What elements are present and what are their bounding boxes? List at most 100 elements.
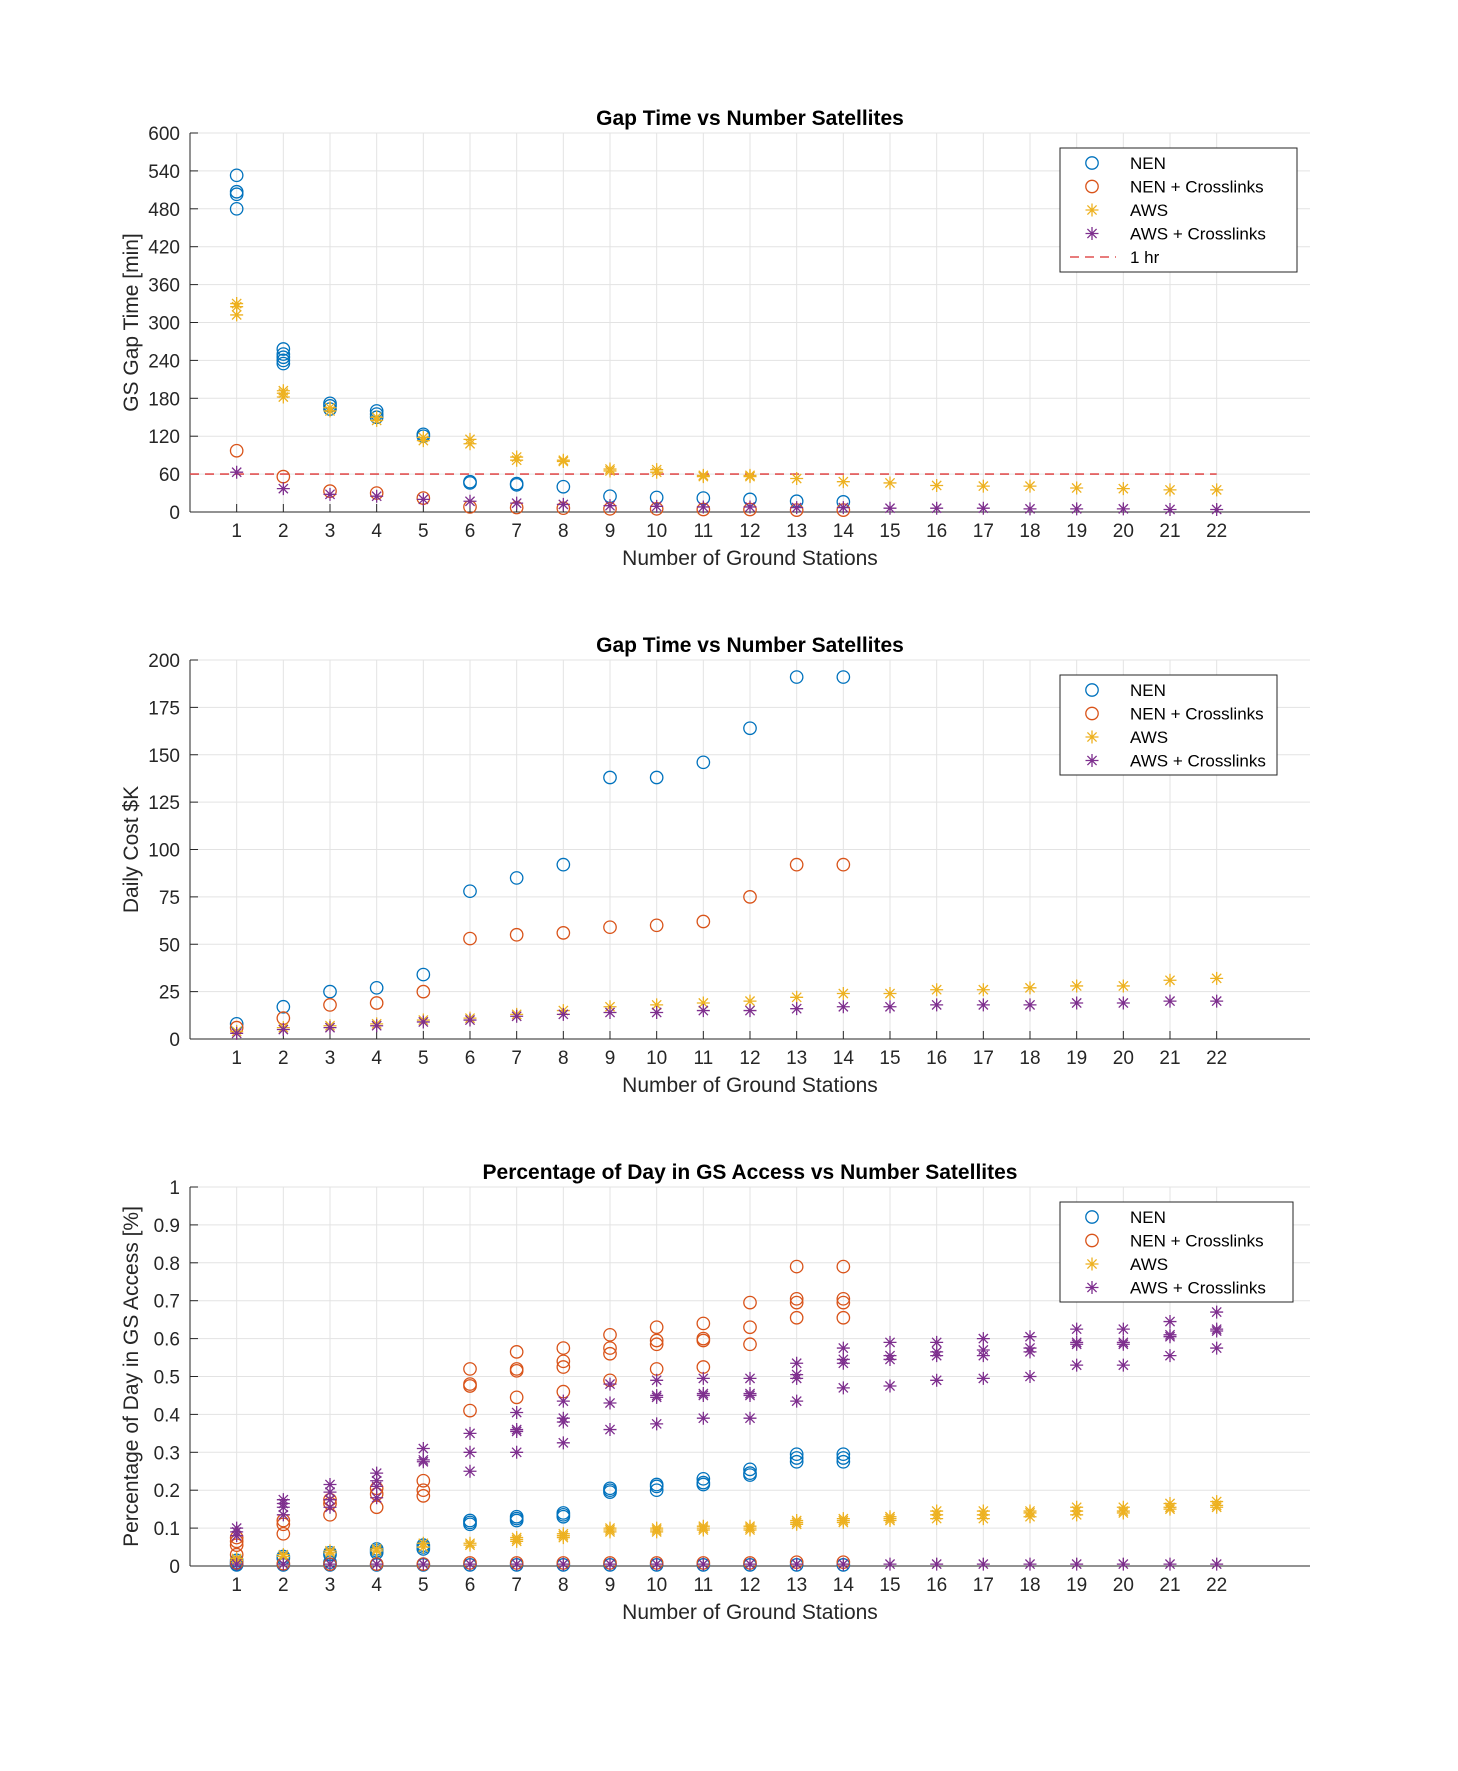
legend: NEN NEN + Crosslinks AWS AWS + Crosslinks xyxy=(1059,674,1278,776)
data-point-aws-plus-crosslinks xyxy=(1210,1305,1224,1319)
data-point-aws-plus-crosslinks xyxy=(1023,1370,1037,1383)
legend-label-aws: AWS xyxy=(1130,728,1168,747)
daily-cost-chart: Gap Time vs Number Satellites Number of … xyxy=(120,634,1310,1097)
data-point-nen-plus-crosslinks xyxy=(836,1295,851,1310)
legend: NEN NEN + Crosslinks AWS AWS + Crosslinks xyxy=(1059,1201,1294,1303)
legend-box xyxy=(1059,674,1278,776)
x-tick-label: 6 xyxy=(465,1575,476,1596)
data-point-aws-plus-crosslinks xyxy=(1116,1337,1130,1351)
x-tick-label: 2 xyxy=(278,521,289,542)
data-point-aws-plus-crosslinks xyxy=(323,487,337,501)
data-point-aws xyxy=(1210,1500,1224,1514)
data-point-aws xyxy=(790,1517,804,1531)
data-point-aws xyxy=(323,1546,337,1560)
data-point-aws-plus-crosslinks xyxy=(743,1004,757,1018)
data-point-aws-plus-crosslinks xyxy=(883,1000,897,1014)
data-point-aws-plus-crosslinks xyxy=(276,482,290,496)
data-point-nen-plus-crosslinks xyxy=(463,931,477,946)
y-tick-label: 0 xyxy=(169,1557,180,1578)
legend-marker-nen-plus-crosslinks xyxy=(1085,706,1099,721)
data-point-aws-plus-crosslinks xyxy=(836,1381,850,1395)
data-point-aws-plus-crosslinks xyxy=(1210,1341,1224,1355)
data-point-aws-plus-crosslinks xyxy=(1070,1337,1084,1351)
data-point-aws-plus-crosslinks xyxy=(1163,1349,1177,1363)
data-point-aws-plus-crosslinks xyxy=(1210,994,1224,1008)
data-point-nen-plus-crosslinks xyxy=(836,1291,851,1306)
data-point-nen xyxy=(556,857,571,872)
data-point-aws-plus-crosslinks xyxy=(883,1557,897,1571)
x-tick-label: 4 xyxy=(371,521,382,542)
data-point-aws-plus-crosslinks xyxy=(1023,998,1037,1012)
data-point-aws xyxy=(1070,481,1084,495)
data-point-aws-plus-crosslinks xyxy=(790,1394,804,1408)
data-point-aws-plus-crosslinks xyxy=(743,1371,757,1385)
legend-label-aws-plus-crosslinks: AWS + Crosslinks xyxy=(1130,752,1266,771)
data-point-aws-plus-crosslinks xyxy=(510,1406,524,1420)
data-point-nen-plus-crosslinks xyxy=(463,1379,477,1393)
data-point-aws-plus-crosslinks xyxy=(1023,1330,1037,1344)
y-tick-label: 0.9 xyxy=(154,1216,180,1237)
data-point-aws-plus-crosslinks xyxy=(836,1341,850,1355)
data-point-aws-plus-crosslinks xyxy=(416,1455,430,1469)
x-tick-label: 22 xyxy=(1206,521,1227,542)
x-tick-label: 11 xyxy=(693,1575,713,1596)
data-point-nen xyxy=(743,1468,757,1482)
legend-box xyxy=(1059,147,1298,273)
data-point-aws-plus-crosslinks xyxy=(976,1332,990,1346)
x-tick-label: 17 xyxy=(973,1575,994,1596)
data-point-aws xyxy=(1163,973,1177,987)
data-point-aws-plus-crosslinks xyxy=(276,1023,290,1037)
y-tick-label: 125 xyxy=(148,793,180,814)
data-point-aws-plus-crosslinks xyxy=(276,1508,290,1522)
y-tick-label: 0.1 xyxy=(154,1519,180,1540)
data-point-aws-plus-crosslinks xyxy=(1210,1557,1224,1571)
data-point-aws-plus-crosslinks xyxy=(1070,1322,1084,1336)
x-tick-label: 15 xyxy=(879,1048,900,1069)
data-point-aws xyxy=(696,1523,710,1537)
x-tick-label: 18 xyxy=(1019,1048,1040,1069)
x-tick-label: 2 xyxy=(278,1048,289,1069)
data-point-aws xyxy=(370,413,384,427)
data-point-aws-plus-crosslinks xyxy=(323,1500,337,1514)
data-point-nen xyxy=(229,168,244,183)
data-point-aws-plus-crosslinks xyxy=(743,500,757,514)
data-point-nen xyxy=(556,1509,571,1524)
data-point-aws xyxy=(1023,1510,1037,1524)
data-point-aws xyxy=(976,479,990,493)
y-tick-label: 0.6 xyxy=(154,1330,180,1351)
x-tick-label: 11 xyxy=(693,521,713,542)
legend-label-nen-plus-crosslinks: NEN + Crosslinks xyxy=(1130,1232,1264,1251)
data-point-aws-plus-crosslinks xyxy=(370,1019,384,1033)
series-nen-plus-crosslinks xyxy=(229,857,851,1035)
x-tick-label: 12 xyxy=(739,1575,760,1596)
data-point-aws-plus-crosslinks xyxy=(790,1557,804,1571)
data-point-aws-plus-crosslinks xyxy=(323,1557,337,1571)
x-tick-label: 20 xyxy=(1113,1048,1134,1069)
data-point-aws-plus-crosslinks xyxy=(836,1356,850,1370)
data-point-aws xyxy=(790,990,804,1004)
data-point-aws xyxy=(463,437,477,451)
data-point-nen-plus-crosslinks xyxy=(649,918,664,933)
data-point-aws-plus-crosslinks xyxy=(463,1464,477,1478)
data-point-aws-plus-crosslinks xyxy=(1210,1324,1224,1338)
data-point-nen xyxy=(649,1483,664,1498)
data-point-aws xyxy=(836,987,850,1001)
data-point-aws-plus-crosslinks xyxy=(1070,996,1084,1010)
y-tick-label: 480 xyxy=(148,200,180,221)
data-point-aws-plus-crosslinks xyxy=(696,1388,710,1402)
data-point-aws-plus-crosslinks xyxy=(1023,1557,1037,1571)
data-point-aws xyxy=(1210,483,1224,497)
y-axis-label: GS Gap Time [min] xyxy=(120,233,143,412)
data-point-aws-plus-crosslinks xyxy=(1023,1345,1037,1359)
legend-label-aws: AWS xyxy=(1130,201,1168,220)
data-point-aws-plus-crosslinks xyxy=(510,1445,524,1459)
data-point-nen-plus-crosslinks xyxy=(463,1362,477,1376)
x-axis-label: Number of Ground Stations xyxy=(622,547,878,570)
data-point-aws xyxy=(976,983,990,997)
data-point-aws-plus-crosslinks xyxy=(1070,502,1084,516)
x-tick-label: 18 xyxy=(1019,521,1040,542)
data-point-aws xyxy=(416,434,430,448)
data-point-aws xyxy=(743,470,757,484)
data-point-aws xyxy=(1116,979,1130,993)
